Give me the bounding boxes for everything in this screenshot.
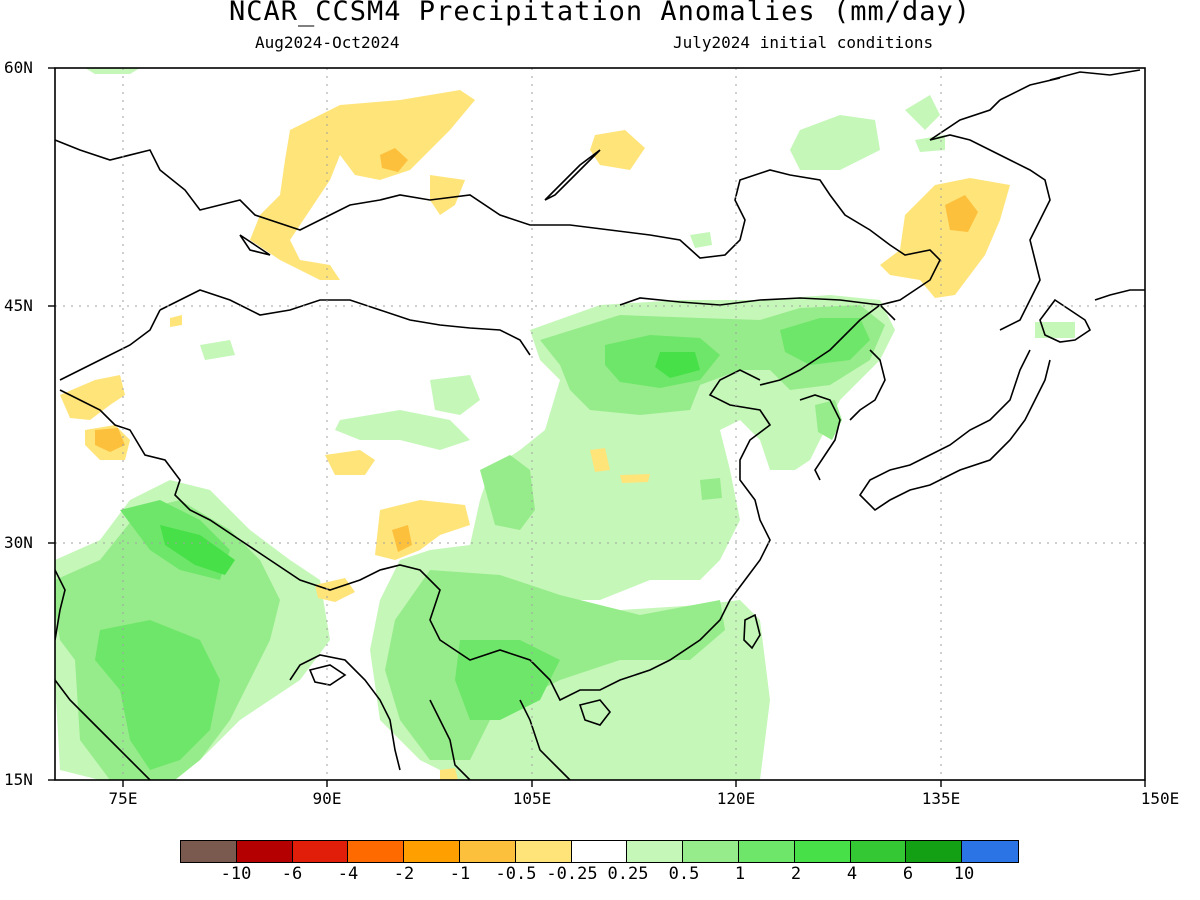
- legend-label: -0.25: [546, 864, 598, 884]
- lat-label-30n: 30N: [4, 533, 33, 552]
- legend-swatch: [459, 841, 516, 862]
- legend-label: 6: [902, 864, 914, 884]
- legend-label: 0.5: [668, 864, 700, 884]
- gridlines: [55, 68, 1145, 780]
- legend-label: 2: [790, 864, 802, 884]
- map-frame: [54, 67, 1146, 781]
- map-title: NCAR_CCSM4 Precipitation Anomalies (mm/d…: [229, 0, 971, 27]
- legend-swatch: [627, 841, 684, 862]
- color-legend-bar: [180, 840, 1019, 863]
- legend-swatch: [571, 841, 628, 862]
- legend-label: -10: [220, 864, 252, 884]
- legend-swatch: [794, 841, 851, 862]
- legend-label: -1: [449, 864, 471, 884]
- lon-label-135e: 135E: [921, 789, 961, 808]
- legend-swatch: [683, 841, 739, 862]
- legend-label: -2: [393, 864, 415, 884]
- legend-label: 1: [734, 864, 746, 884]
- lon-label-150e: 150E: [1140, 789, 1180, 808]
- legend-swatch: [515, 841, 572, 862]
- legend-swatch: [404, 841, 460, 862]
- coastlines-and-borders: [55, 69, 1145, 780]
- lat-label-60n: 60N: [4, 58, 33, 77]
- lon-label-90e: 90E: [312, 789, 342, 808]
- legend-label: -4: [337, 864, 359, 884]
- legend-swatch: [906, 841, 963, 862]
- lat-label-45n: 45N: [4, 296, 33, 315]
- legend-swatch: [962, 841, 1018, 862]
- forecast-period: Aug2024-Oct2024: [255, 33, 400, 52]
- legend-label: 4: [846, 864, 858, 884]
- legend-swatch: [738, 841, 795, 862]
- legend-label: 0.25: [607, 864, 649, 884]
- initial-conditions: July2024 initial conditions: [673, 33, 934, 52]
- legend-label: -6: [281, 864, 303, 884]
- lon-label-120e: 120E: [716, 789, 756, 808]
- axis-ticks: [48, 67, 1146, 787]
- lon-label-75e: 75E: [108, 789, 138, 808]
- lon-label-105e: 105E: [512, 789, 552, 808]
- anomaly-bright-green: [160, 352, 700, 575]
- legend-label: 10: [953, 864, 975, 884]
- legend-swatch: [236, 841, 293, 862]
- legend-swatch: [181, 841, 237, 862]
- legend-swatch: [292, 841, 349, 862]
- legend-swatch: [348, 841, 405, 862]
- legend-label: -0.5: [495, 864, 537, 884]
- legend-swatch: [850, 841, 907, 862]
- lat-label-15n: 15N: [4, 770, 33, 789]
- anomaly-orange-yellow: [95, 148, 978, 552]
